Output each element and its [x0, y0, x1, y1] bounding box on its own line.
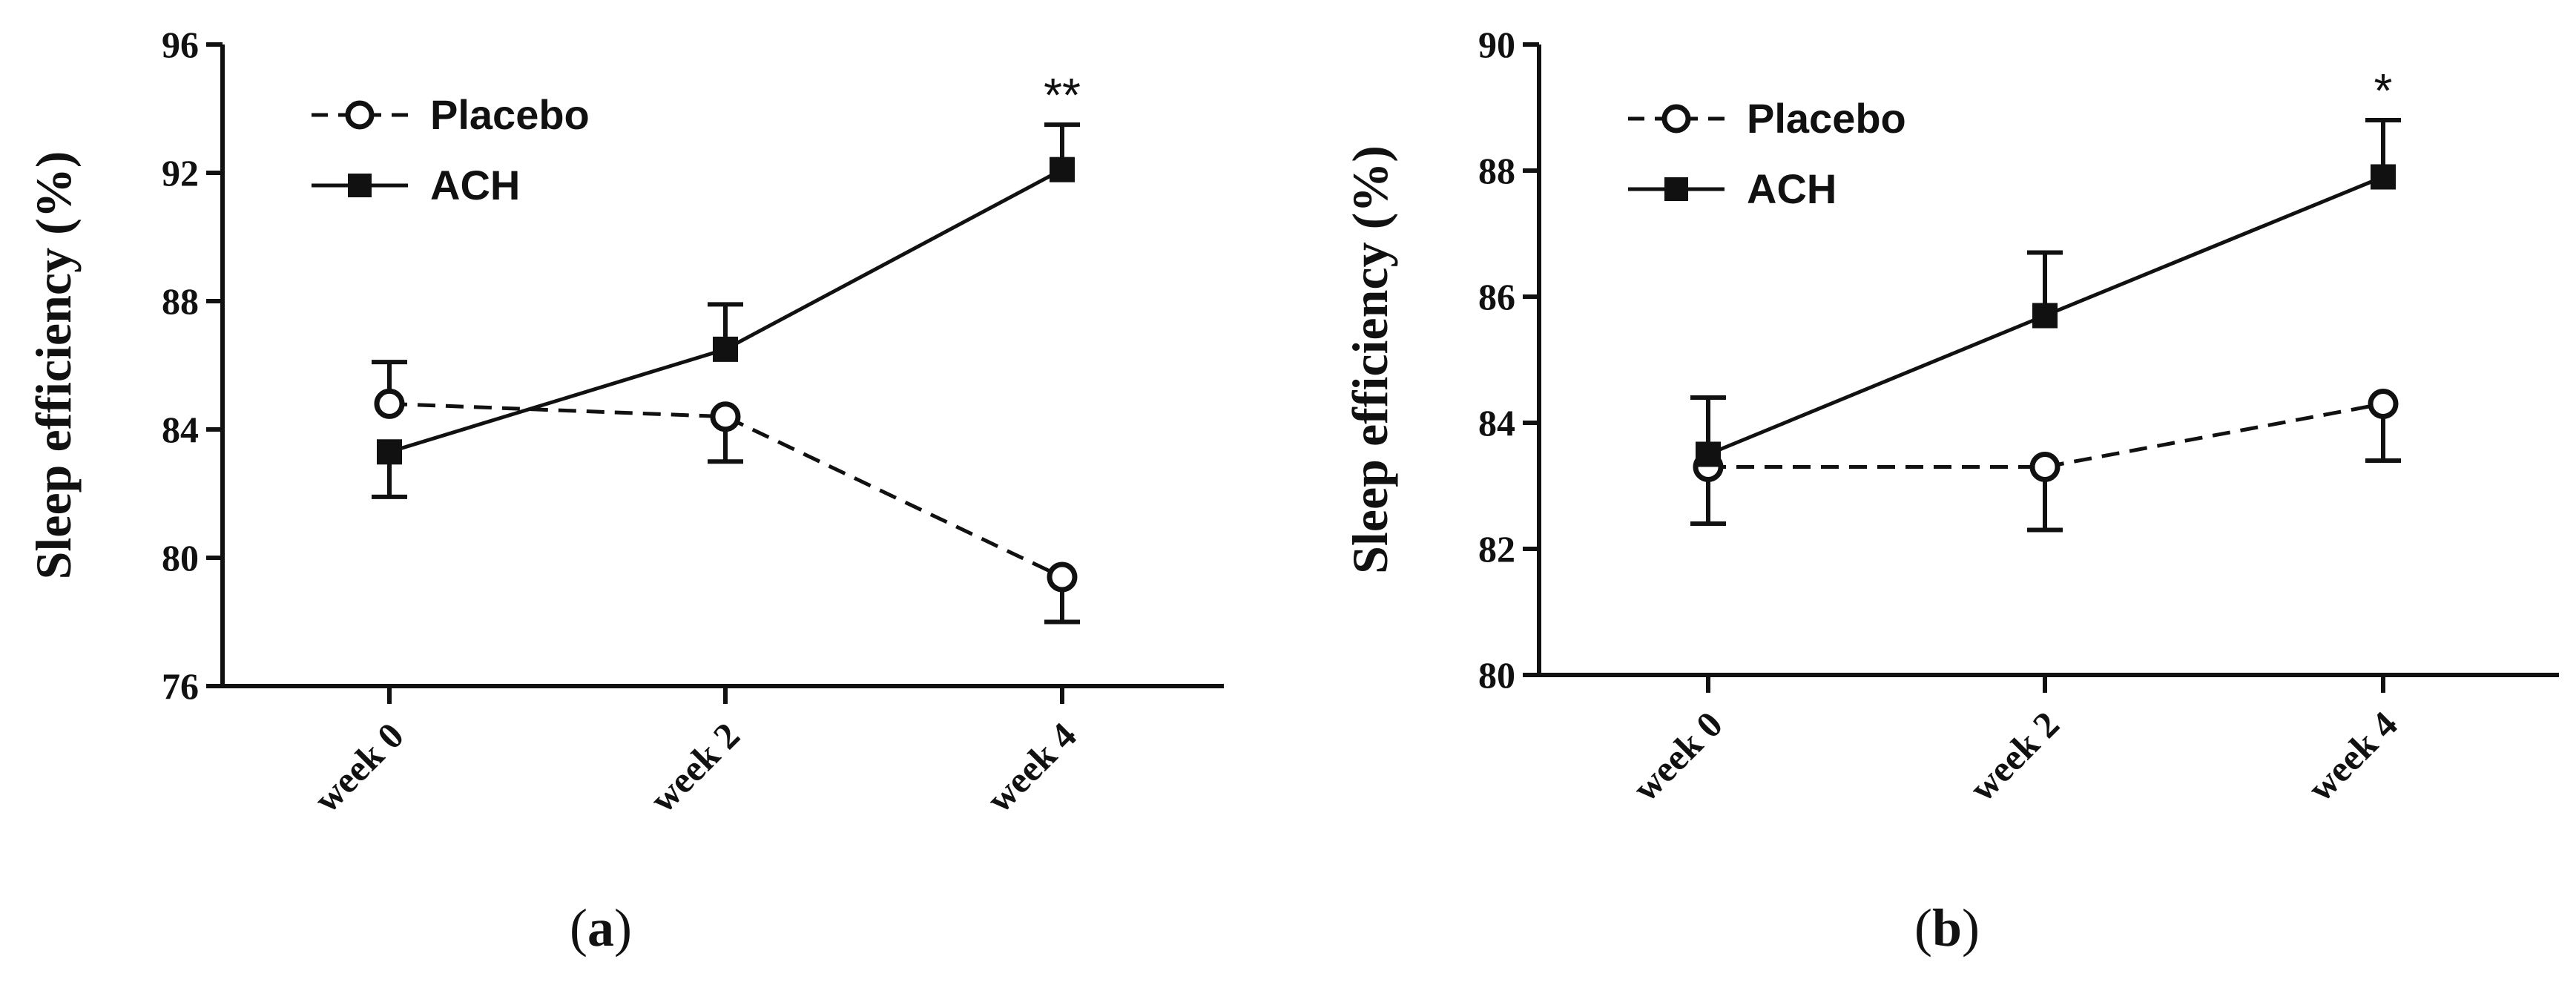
legend-label-placebo: Placebo: [430, 91, 590, 138]
y-tick-label: 84: [162, 409, 199, 450]
significance-marker: *: [2374, 64, 2393, 117]
y-tick-label: 80: [162, 537, 199, 579]
placebo-marker: [374, 388, 405, 419]
panel-b: 80 82 84 86 88 90 week 0 week 2 week 4 Sleep effi…: [1342, 24, 2559, 958]
ach-marker: [713, 336, 738, 362]
placebo-marker: [1047, 561, 1078, 593]
x-tick-label: week 2: [642, 714, 748, 820]
x-tick-label: week 4: [978, 714, 1084, 820]
ach-marker: [377, 439, 402, 465]
legend-label-ach: ACH: [430, 162, 520, 208]
x-tick-label: week 0: [1624, 703, 1730, 809]
y-tick-label: 82: [1478, 528, 1515, 570]
ach-marker: [1696, 441, 1721, 467]
ach-marker: [2032, 303, 2058, 329]
placebo-marker: [710, 401, 741, 432]
y-axis-title: Sleep efficiency (%): [25, 151, 82, 580]
y-tick-label: 88: [1478, 150, 1515, 191]
x-tick-label: week 0: [306, 714, 412, 820]
ach-marker: [2371, 164, 2396, 190]
placebo-marker: [2368, 389, 2399, 419]
y-tick-label: 84: [1478, 402, 1515, 444]
ach-marker: [1050, 157, 1075, 182]
panel-letter: b: [1932, 898, 1962, 958]
panel-caption: (a): [570, 898, 632, 958]
y-tick-label: 86: [1478, 276, 1515, 317]
y-tick-label: 92: [162, 152, 199, 194]
legend-placebo-marker: [345, 100, 375, 130]
x-tick-label: week 4: [2299, 703, 2405, 809]
significance-marker: **: [1044, 68, 1081, 122]
y-tick-label: 80: [1478, 654, 1515, 696]
legend-label-placebo: Placebo: [1747, 95, 1906, 142]
series-line-placebo: [1708, 402, 2384, 469]
legend-placebo-marker: [1661, 104, 1691, 134]
panel-a: 76 80 84 88 92 96 week 0 week 2 week 4 Sleep effi…: [25, 24, 1224, 958]
placebo-marker: [2029, 452, 2061, 482]
y-tick-label: 76: [162, 665, 199, 707]
legend-ach-marker: [1664, 177, 1688, 201]
legend-label-ach: ACH: [1747, 165, 1837, 212]
y-axis-title: Sleep efficiency (%): [1342, 145, 1398, 574]
panel-caption: (b): [1914, 898, 1980, 958]
y-tick-label: 90: [1478, 24, 1515, 65]
y-tick-label: 96: [162, 24, 199, 65]
panel-letter: a: [587, 898, 614, 958]
x-tick-label: week 2: [1961, 703, 2067, 809]
y-tick-label: 88: [162, 280, 199, 322]
legend-ach-marker: [348, 174, 372, 197]
